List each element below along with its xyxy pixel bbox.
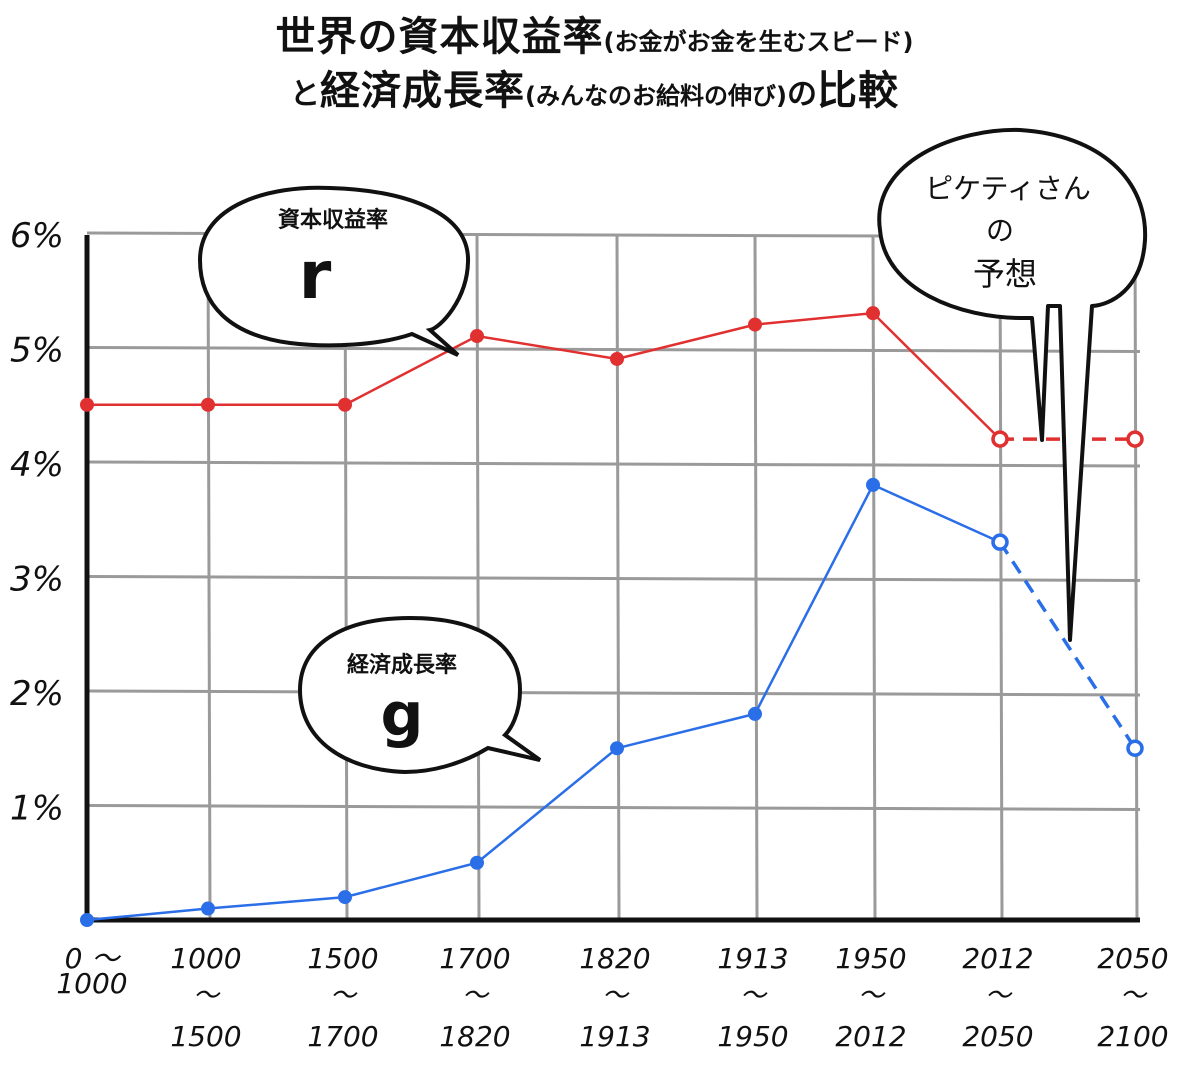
g-bubble-shape <box>297 615 542 775</box>
g-data-point <box>866 477 880 492</box>
x-tick-labels: 0 〜10001000〜15001500〜17001700〜18201820〜1… <box>56 942 1168 1053</box>
grid-horizontal-line <box>86 575 1141 582</box>
title-paren-2: (みんなのお給料の伸び) <box>525 82 787 110</box>
forecast-speech-bubble: ピケティさん の 予想 <box>877 127 1148 642</box>
y-tick-label: 2% <box>10 674 64 714</box>
r-data-point <box>610 351 624 366</box>
x-tick-label: 〜 <box>985 981 1013 1011</box>
g-series-line <box>86 483 1001 922</box>
x-tick-label: 〜 <box>1120 981 1148 1011</box>
x-tick-label: 〜 <box>462 981 490 1011</box>
g-data-point <box>201 901 215 916</box>
title-paren-1: (お金がお金を生むスピード) <box>603 28 914 56</box>
g-data-point <box>748 706 762 721</box>
x-tick-label: 1700 <box>307 1020 378 1053</box>
r-data-point <box>866 306 880 321</box>
chart-axes <box>84 235 1140 923</box>
x-tick-label: 2100 <box>1097 1020 1168 1053</box>
g-data-point <box>1126 739 1144 757</box>
y-tick-label: 5% <box>10 331 64 371</box>
grid-horizontal-line <box>86 804 1141 811</box>
forecast-line-1: ピケティさん <box>925 172 1091 205</box>
forecast-bubble-shape <box>877 127 1148 642</box>
y-tick-label: 6% <box>10 216 64 256</box>
x-tick-label: 2012 <box>835 1020 906 1053</box>
grid-horizontal-line <box>86 689 1141 697</box>
x-tick-label: 〜 <box>858 981 886 1011</box>
title-main-1: 世界の資本収益率 <box>275 14 604 60</box>
x-tick-label: 0 〜 <box>65 942 122 975</box>
y-tick-label: 3% <box>10 560 64 600</box>
r-data-point <box>80 397 94 412</box>
x-tick-label: 1700 <box>439 942 510 975</box>
g-bubble-symbol: g <box>381 680 424 750</box>
x-tick-label: 1500 <box>170 1020 241 1053</box>
g-data-point <box>991 533 1009 551</box>
x-tick-label: 2012 <box>962 942 1033 975</box>
g-data-point <box>80 913 94 927</box>
x-tick-label: 〜 <box>193 981 221 1011</box>
r-bubble-shape <box>197 185 471 357</box>
y-tick-label: 4% <box>10 445 64 485</box>
forecast-line-2: の <box>986 214 1014 247</box>
grid-vertical-line <box>1133 234 1139 921</box>
title-main-2: 経済成長率 <box>320 68 526 114</box>
y-tick-label: 1% <box>10 789 64 829</box>
r-data-point <box>1126 430 1144 448</box>
x-tick-label: 2050 <box>962 1020 1033 1053</box>
chart-grid <box>86 231 1141 921</box>
x-tick-label: 〜 <box>602 981 630 1011</box>
x-tick-label: 1000 <box>56 967 127 1000</box>
x-tick-label: 1950 <box>717 1020 788 1053</box>
grid-horizontal-line <box>86 460 1141 468</box>
forecast-line-3: 予想 <box>973 255 1037 293</box>
x-tick-label: 1820 <box>579 942 650 975</box>
grid-vertical-line <box>753 234 759 921</box>
x-tick-label: 〜 <box>330 981 358 1011</box>
x-tick-label: 1500 <box>307 942 378 975</box>
x-tick-label: 1820 <box>439 1020 510 1053</box>
x-tick-label: 1950 <box>835 942 906 975</box>
x-tick-label: 1000 <box>170 942 241 975</box>
r-data-point <box>748 317 762 332</box>
title-pre-2: と <box>290 77 321 112</box>
grid-vertical-line <box>871 234 877 921</box>
r-data-point <box>201 397 215 412</box>
r-data-point <box>470 329 484 344</box>
x-tick-label: 2050 <box>1097 942 1168 975</box>
r-bubble-label: 資本収益率 <box>278 207 388 233</box>
g-projection-line <box>998 541 1137 750</box>
y-tick-labels: 1% 2% 3% 4% 5% 6% <box>10 216 64 829</box>
chart-title: 世界の資本収益率(お金がお金を生むスピード) と経済成長率(みんなのお給料の伸び… <box>0 14 1189 122</box>
grid-horizontal-line <box>86 346 1141 353</box>
g-data-point <box>470 855 484 870</box>
chart-series <box>80 306 1144 927</box>
g-data-point <box>610 741 624 756</box>
g-speech-bubble: 経済成長率 g <box>297 615 542 775</box>
x-tick-label: 1913 <box>579 1020 650 1053</box>
g-data-point <box>338 890 352 905</box>
title-end-2: 比較 <box>816 68 899 114</box>
grid-vertical-line <box>998 234 1004 921</box>
r-data-point <box>991 430 1009 448</box>
r-series-line <box>87 311 1001 440</box>
g-bubble-label: 経済成長率 <box>347 652 457 678</box>
x-tick-label: 〜 <box>740 981 768 1011</box>
x-tick-label: 1913 <box>717 942 788 975</box>
r-data-point <box>338 397 352 412</box>
title-post-2: の <box>786 77 817 112</box>
r-speech-bubble: 資本収益率 r <box>197 185 471 357</box>
r-bubble-symbol: r <box>299 237 332 314</box>
